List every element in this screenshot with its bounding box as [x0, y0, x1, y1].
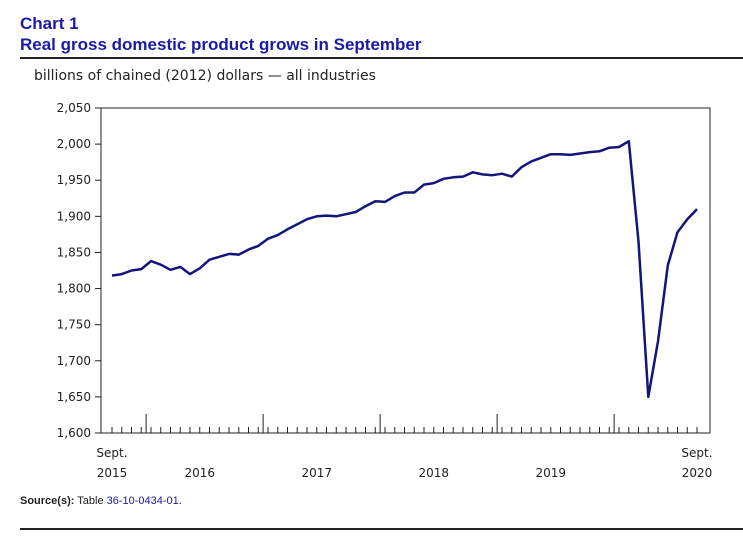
x-tick-label-year: 2018: [418, 466, 449, 480]
source-table-link[interactable]: 36-10-0434-01: [106, 495, 179, 507]
plot-area: [100, 107, 711, 434]
source-label: Source(s):: [20, 495, 75, 507]
y-tick-label: 2,050: [57, 101, 91, 115]
y-tick-label: 1,600: [57, 426, 91, 440]
chart-label: Chart 1: [20, 14, 79, 33]
x-tick-label-year: 2015: [97, 466, 128, 480]
y-tick-label: 1,950: [57, 173, 91, 187]
x-tick-label-year: 2019: [535, 466, 566, 480]
chart-title: Real gross domestic product grows in Sep…: [20, 35, 422, 54]
y-tick-label: 1,700: [57, 354, 91, 368]
top-rule: [20, 57, 743, 59]
x-tick-label-year: 2020: [682, 466, 713, 480]
y-tick-label: 1,750: [57, 318, 91, 332]
x-tick-label-month: Sept.: [96, 446, 127, 460]
y-tick-label: 1,800: [57, 282, 91, 296]
y-tick-label: 1,650: [57, 390, 91, 404]
y-axis: 1,600 1,650 1,700 1,750 1,800 1,850 1,900 1,950…: [57, 101, 101, 440]
source-suffix: .: [178, 495, 182, 507]
y-tick-label: 1,850: [57, 245, 91, 259]
source-note: Source(s): Table 36-10-0434-01.: [20, 495, 182, 507]
x-axis: Sept. 2015 2016 2017 2018 2019 Sept. 2020: [96, 414, 713, 480]
x-tick-label-month: Sept.: [681, 446, 712, 460]
x-tick-label-year: 2017: [301, 466, 332, 480]
x-tick-label-year: 2016: [184, 466, 215, 480]
y-tick-label: 2,000: [57, 137, 91, 151]
y-tick-label: 1,900: [57, 209, 91, 223]
y-axis-unit-label: billions of chained (2012) dollars — all…: [34, 68, 376, 84]
series-line: [111, 139, 698, 399]
bottom-rule: [20, 528, 743, 530]
source-prefix: Table: [77, 495, 104, 507]
series-group: [111, 139, 698, 399]
